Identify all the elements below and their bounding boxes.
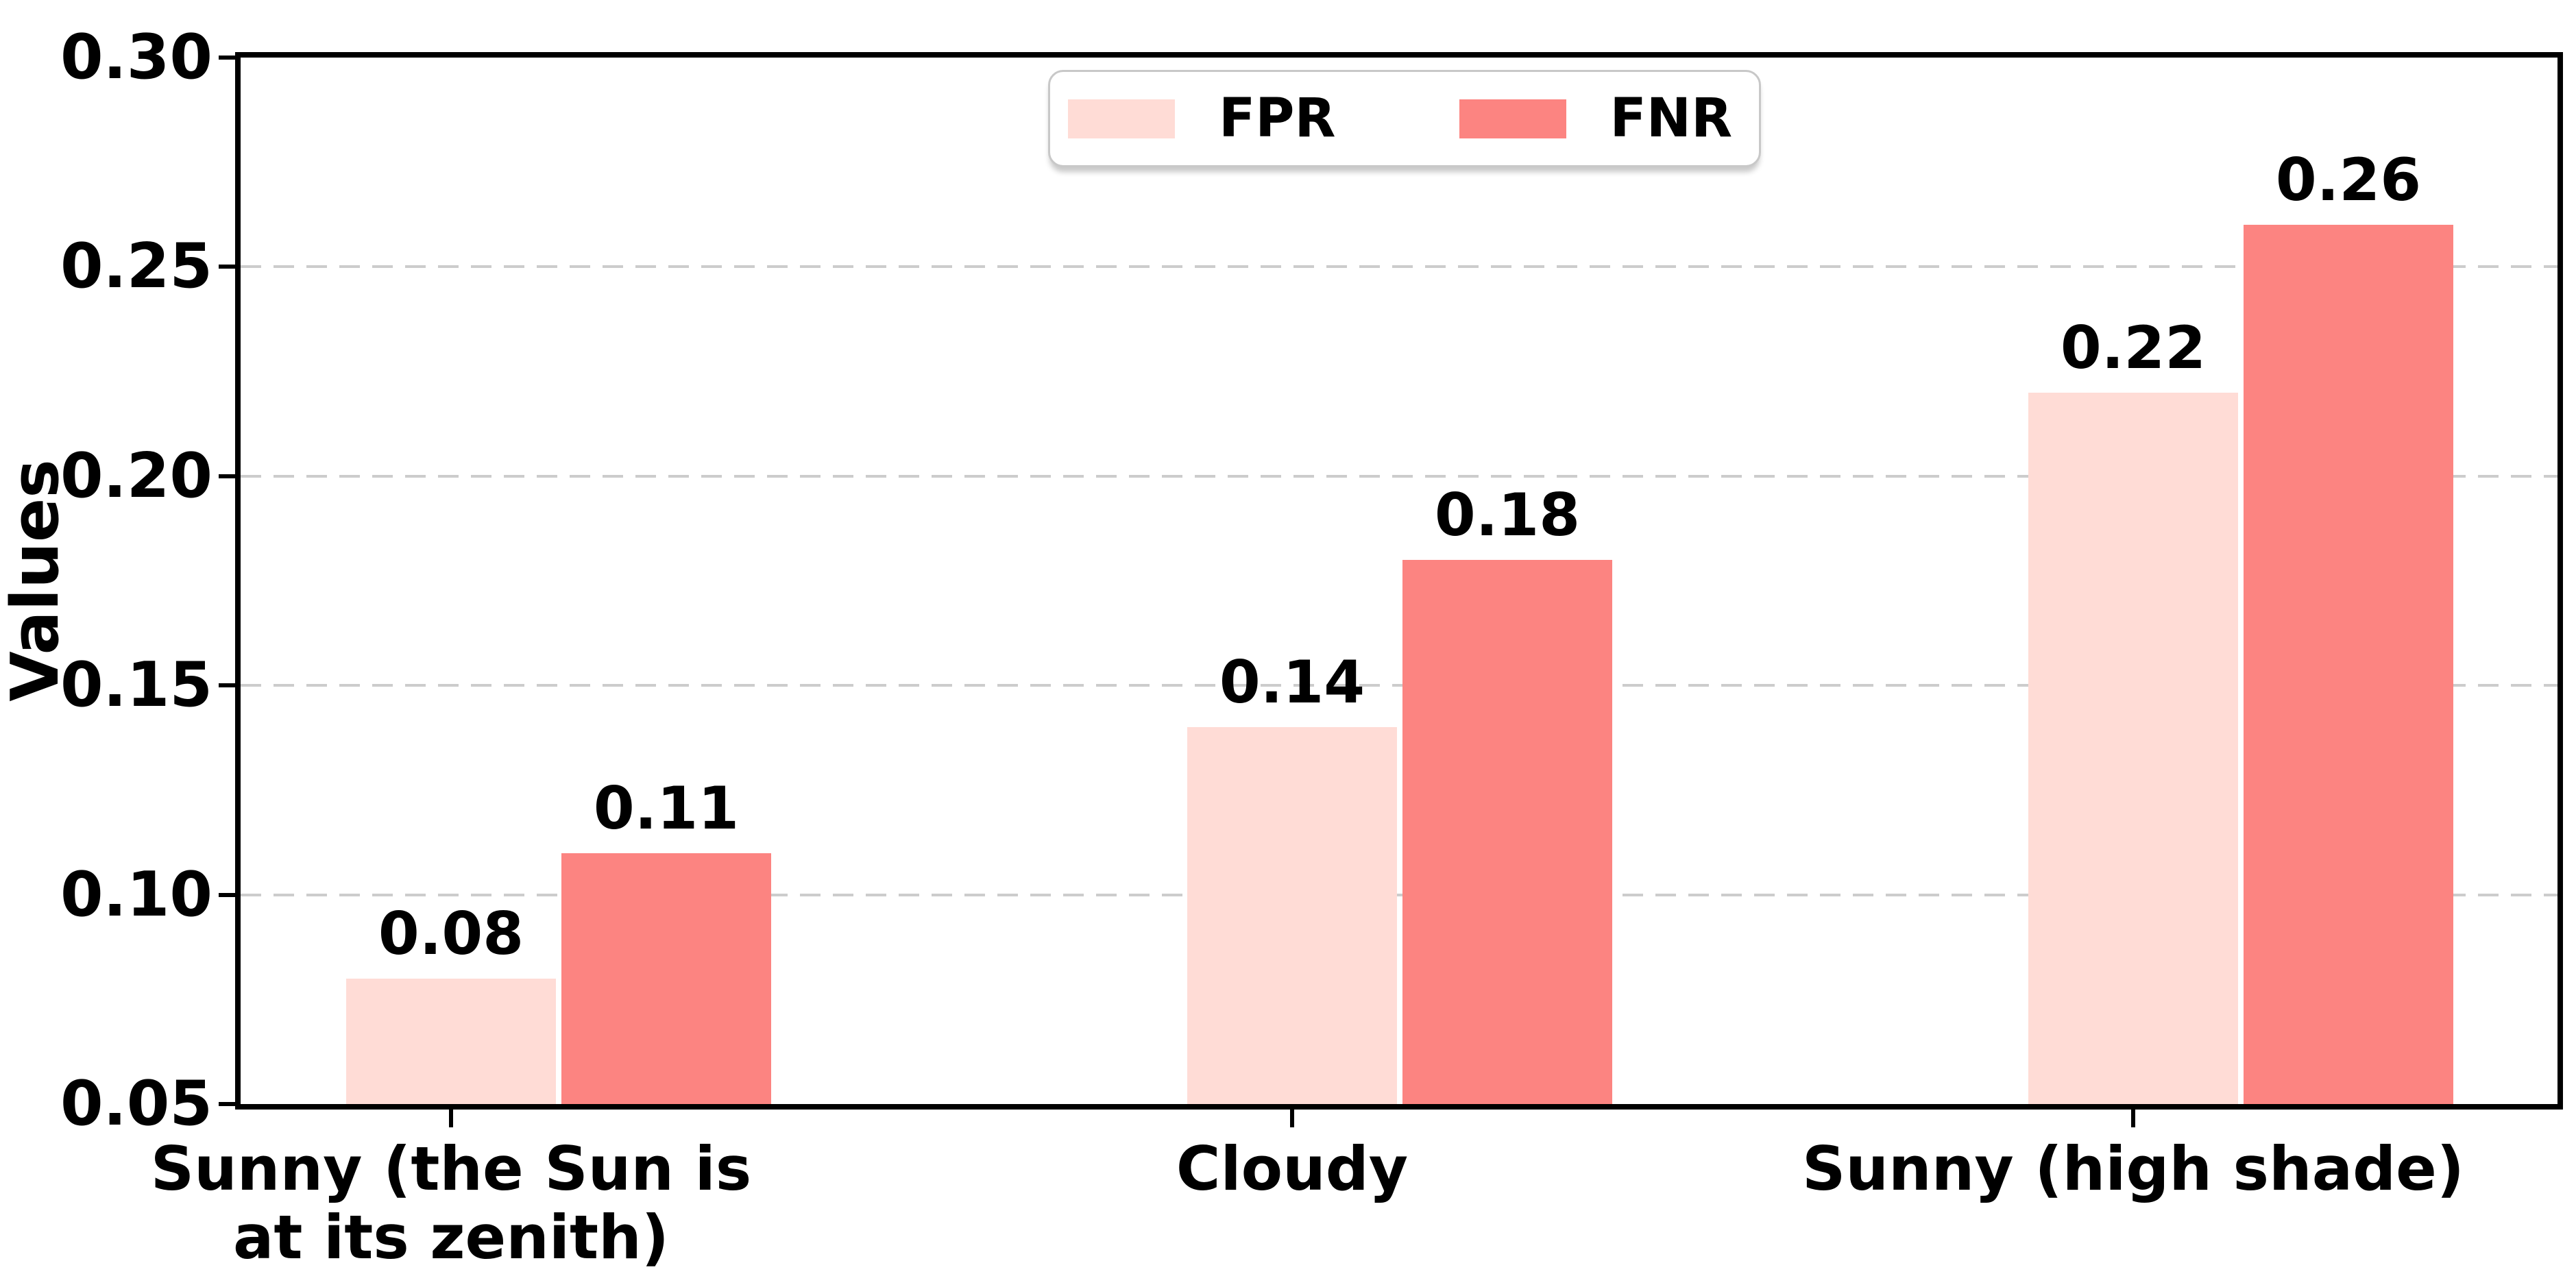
y-tick-mark — [219, 892, 235, 897]
x-category-label: Sunny (high shade) — [1802, 1134, 2464, 1204]
bar-value-label: 0.22 — [2060, 314, 2207, 382]
gridline — [241, 474, 2557, 478]
bar-fpr-0 — [346, 979, 556, 1104]
legend-swatch-fnr — [1459, 99, 1566, 138]
y-tick-label: 0.25 — [60, 230, 212, 303]
gridline — [241, 893, 2557, 896]
x-category-label: Sunny (the Sun is at its zenith) — [150, 1134, 752, 1273]
y-tick-mark — [219, 56, 235, 60]
legend-item-fnr: FNR — [1459, 88, 1733, 149]
gridline — [241, 684, 2557, 687]
legend-label-fnr: FNR — [1609, 88, 1733, 149]
y-tick-label: 0.15 — [60, 649, 212, 722]
gridline — [241, 265, 2557, 269]
bar-value-label: 0.14 — [1219, 648, 1365, 717]
x-category-label: Cloudy — [1176, 1134, 1409, 1204]
y-tick-label: 0.10 — [60, 858, 212, 931]
y-tick-mark — [219, 1102, 235, 1106]
bar-fnr-2 — [2244, 225, 2453, 1104]
y-tick-mark — [219, 683, 235, 688]
x-tick-mark — [1290, 1110, 1294, 1127]
y-tick-label: 0.30 — [60, 21, 212, 93]
legend: FPR FNR — [1048, 70, 1761, 167]
y-tick-mark — [219, 474, 235, 478]
bar-fpr-1 — [1187, 727, 1397, 1104]
plot-area: 0.08 0.11 0.14 0.18 0.22 0.26 — [235, 52, 2563, 1110]
bar-fnr-0 — [561, 853, 771, 1104]
legend-label-fpr: FPR — [1219, 88, 1336, 149]
y-tick-label: 0.05 — [60, 1068, 212, 1140]
x-tick-mark — [449, 1110, 453, 1127]
bar-value-label: 0.11 — [593, 774, 740, 843]
y-tick-mark — [219, 265, 235, 269]
bar-value-label: 0.08 — [378, 900, 524, 968]
legend-item-fpr: FPR — [1068, 88, 1336, 149]
x-tick-mark — [2131, 1110, 2135, 1127]
legend-swatch-fpr — [1068, 99, 1175, 138]
bar-fpr-2 — [2028, 393, 2238, 1104]
bar-fnr-1 — [1402, 560, 1612, 1104]
bar-value-label: 0.26 — [2275, 146, 2422, 215]
y-tick-label: 0.20 — [60, 439, 212, 512]
bar-value-label: 0.18 — [1434, 481, 1581, 550]
